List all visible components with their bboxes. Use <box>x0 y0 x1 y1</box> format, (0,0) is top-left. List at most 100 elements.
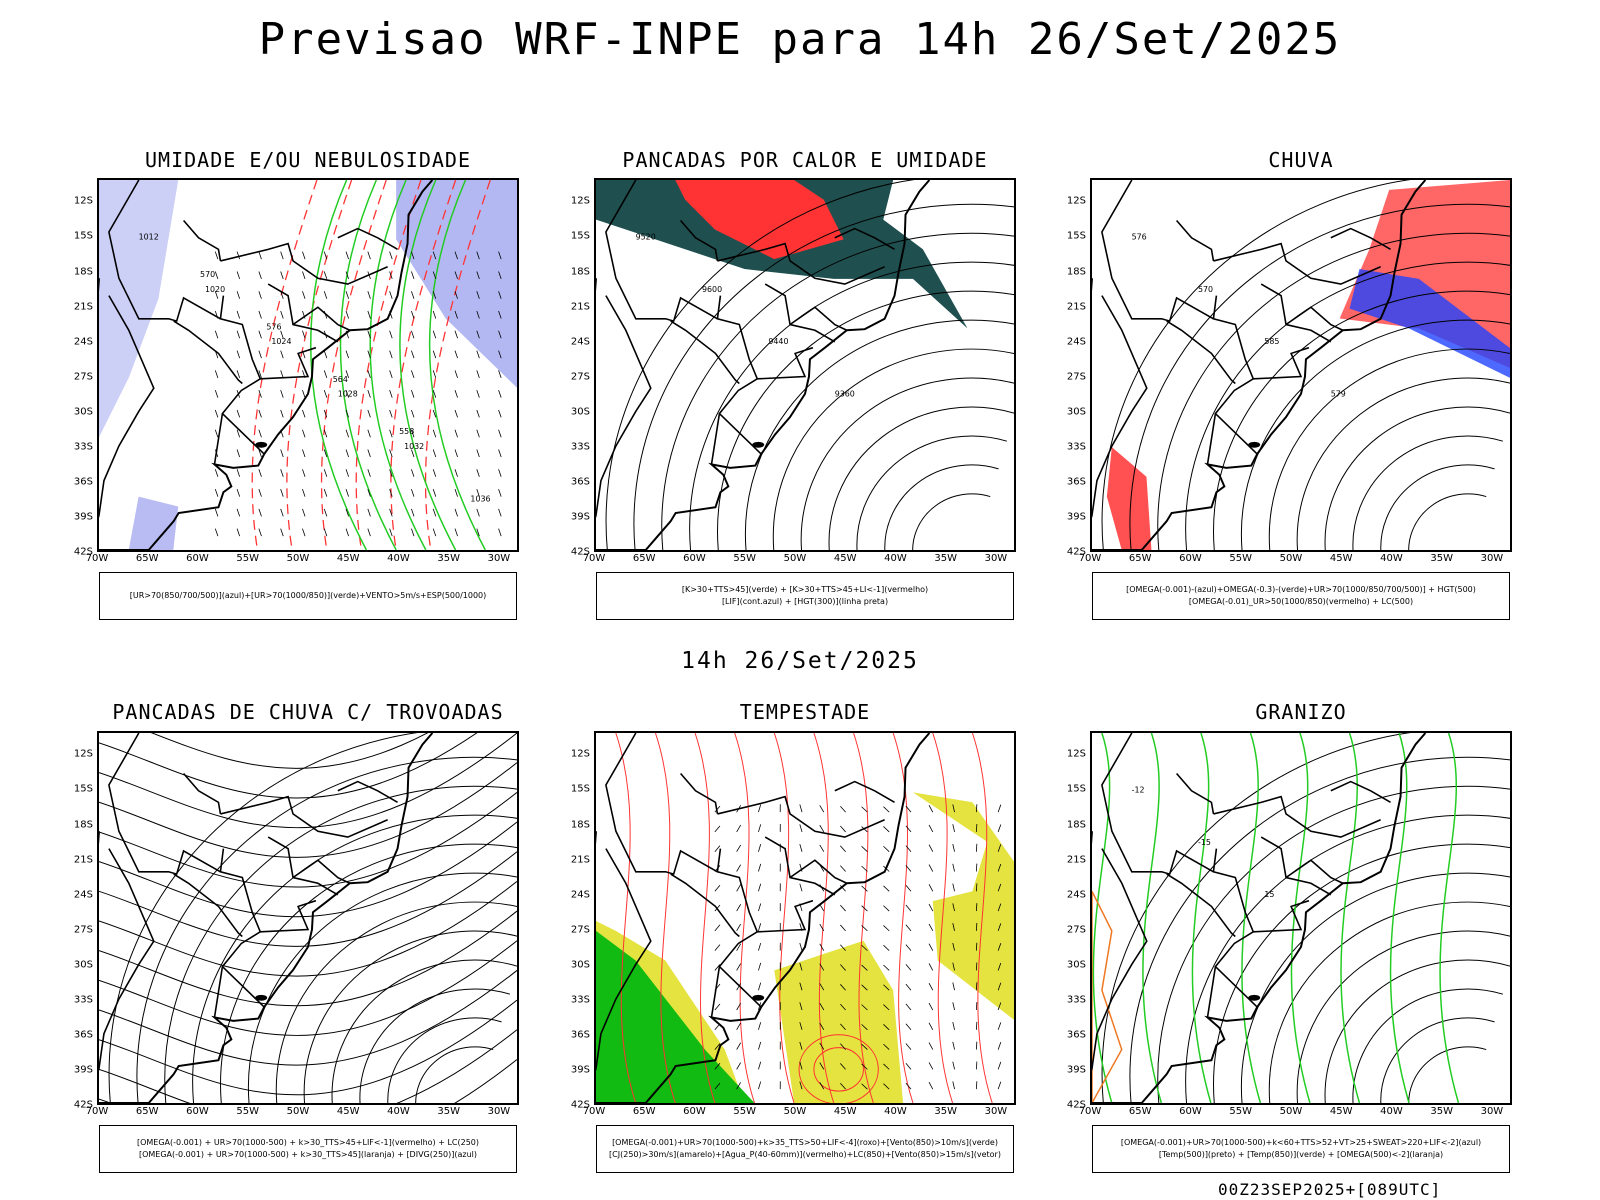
lat-tick-label: 12S <box>73 195 93 207</box>
contour-label: 579 <box>1331 390 1346 399</box>
lon-tick-label: 65W <box>632 553 656 564</box>
lat-tick-label: 39S <box>73 511 93 523</box>
lon-tick-label: 50W <box>1279 553 1303 564</box>
latitude-axis: 12S 15S 18S 21S 24S 27S 30S 33S 36S 39S 42S <box>65 731 95 1111</box>
lat-tick-label: 36S <box>73 476 93 488</box>
lat-tick-label: 33S <box>73 441 93 453</box>
lat-tick-label: 27S <box>1066 924 1086 936</box>
lon-tick-label: 55W <box>733 553 757 564</box>
map-panel-5 <box>594 731 1016 1105</box>
lon-tick-label: 55W <box>236 1106 260 1117</box>
lon-tick-label: 60W <box>683 553 706 564</box>
contour-label: 570 <box>200 270 215 279</box>
lon-tick-label: 30W <box>984 1106 1008 1117</box>
lat-tick-label: 24S <box>570 336 590 348</box>
legend-line: [OMEGA(-0.001)+UR>70(1000-500)+k<60+TTS>… <box>1120 1138 1482 1147</box>
lat-tick-label: 36S <box>1066 476 1086 488</box>
legend-line: [OMEGA(-0.001)-(azul)+OMEGA(-0.3)-(verde… <box>1126 585 1476 594</box>
lon-tick-label: 55W <box>1229 1106 1253 1117</box>
lat-tick-label: 30S <box>1066 959 1086 971</box>
contour-label: 576 <box>1132 232 1147 241</box>
lon-tick-label: 70W <box>1078 553 1102 564</box>
lat-tick-label: 30S <box>73 406 93 418</box>
lon-tick-label: 30W <box>487 553 511 564</box>
lon-tick-label: 45W <box>336 553 360 564</box>
lon-tick-label: 40W <box>1380 553 1403 564</box>
lon-tick-label: 40W <box>884 1106 907 1117</box>
lat-tick-label: 15S <box>570 783 590 795</box>
lon-tick-label: 30W <box>984 553 1008 564</box>
lat-tick-label: 27S <box>570 371 590 383</box>
lon-tick-label: 55W <box>1229 553 1253 564</box>
legend-line: [OMEGA(-0.01)_UR>50(1000/850)(vermelho) … <box>1188 597 1414 606</box>
lon-tick-label: 40W <box>387 553 410 564</box>
lat-tick-label: 39S <box>1066 511 1086 523</box>
lat-tick-label: 39S <box>1066 1064 1086 1076</box>
lon-tick-label: 50W <box>286 1106 310 1117</box>
lat-tick-label: 24S <box>73 336 93 348</box>
run-info: 00Z23SEP2025+[089UTC] <box>1218 1180 1442 1199</box>
lat-tick-label: 12S <box>1066 748 1086 760</box>
lat-tick-label: 27S <box>73 924 93 936</box>
lat-tick-label: 24S <box>570 889 590 901</box>
map-panel-2: 9520 9600 9440 9360 <box>594 178 1016 552</box>
panel-legend: [OMEGA(-0.001)-(azul)+OMEGA(-0.3)-(verde… <box>1092 572 1510 620</box>
contour-label: 1036 <box>470 495 490 504</box>
lon-tick-label: 60W <box>1179 553 1202 564</box>
lon-tick-label: 35W <box>437 553 460 564</box>
lat-tick-label: 30S <box>570 959 590 971</box>
lat-tick-label: 33S <box>1066 994 1086 1006</box>
lon-tick-label: 70W <box>85 553 109 564</box>
map-panel-4 <box>97 731 519 1105</box>
legend-line: [LIF](cont.azul) + [HGT(300)](linha pret… <box>721 597 889 606</box>
legend-line: [K>30+TTS>45](verde) + [K>30+TTS>45+LI<-… <box>681 585 929 594</box>
legend-line: [OMEGA(-0.001) + UR>70(1000-500) + k>30_… <box>138 1150 478 1159</box>
contour-label: 9600 <box>702 285 722 294</box>
lat-tick-label: 18S <box>1066 266 1086 277</box>
lat-tick-label: 39S <box>570 1064 590 1076</box>
lat-tick-label: 36S <box>73 1029 93 1041</box>
lon-tick-label: 35W <box>437 1106 460 1117</box>
lat-tick-label: 42S <box>1066 1099 1086 1111</box>
lat-tick-label: 42S <box>570 1099 590 1111</box>
latitude-axis: 12S 15S 18S 21S 24S 27S 30S 33S 36S 39S 42S <box>562 178 592 558</box>
lon-tick-label: 65W <box>1128 553 1152 564</box>
contour-label: 1024 <box>271 337 291 346</box>
lat-tick-label: 24S <box>1066 889 1086 901</box>
lat-tick-label: 18S <box>570 266 590 277</box>
panel-legend: [K>30+TTS>45](verde) + [K>30+TTS>45+LI<-… <box>596 572 1014 620</box>
lat-tick-label: 18S <box>73 819 93 830</box>
lon-tick-label: 70W <box>1078 1106 1102 1117</box>
legend-line: [CJ(250)>30m/s](amarelo)+[Agua_P(40-60mm… <box>609 1150 1001 1159</box>
lat-tick-label: 12S <box>570 748 590 760</box>
legend-line: [UR>70(850/700/500)](azul)+[UR>70(1000/8… <box>129 591 487 600</box>
lon-tick-label: 45W <box>1329 553 1353 564</box>
lat-tick-label: 33S <box>570 441 590 453</box>
lon-tick-label: 50W <box>286 553 310 564</box>
lon-tick-label: 65W <box>135 553 159 564</box>
lat-tick-label: 24S <box>73 889 93 901</box>
lon-tick-label: 35W <box>934 553 957 564</box>
contour-label: -12 <box>1132 785 1145 794</box>
lat-tick-label: 15S <box>1066 783 1086 795</box>
contour-label: 9440 <box>768 337 788 346</box>
lon-tick-label: 35W <box>1430 553 1453 564</box>
contour-label: 9360 <box>835 390 855 399</box>
longitude-axis: 70W 65W 60W 55W 50W 45W 40W 35W 30W <box>86 553 519 567</box>
map-panel-1: 1012 1020 1024 1028 1032 1036 570 576 564 558 <box>97 178 519 552</box>
lat-tick-label: 39S <box>73 1064 93 1076</box>
lat-tick-label: 30S <box>1066 406 1086 418</box>
contour-label: 15 <box>1264 890 1274 899</box>
panel-title: GRANIZO <box>1255 700 1347 724</box>
lat-tick-label: 42S <box>73 546 93 558</box>
lon-tick-label: 70W <box>582 553 606 564</box>
panel-legend: [OMEGA(-0.001)+UR>70(1000-500)+k<60+TTS>… <box>1092 1125 1510 1173</box>
lat-tick-label: 27S <box>1066 371 1086 383</box>
lon-tick-label: 35W <box>934 1106 957 1117</box>
contour-label: 1012 <box>139 232 159 241</box>
lon-tick-label: 65W <box>135 1106 159 1117</box>
contour-label: 558 <box>399 427 414 436</box>
latitude-axis: 12S 15S 18S 21S 24S 27S 30S 33S 36S 39S 42S <box>1058 178 1088 558</box>
legend-line: [OMEGA(-0.001) + UR>70(1000-500) + k>30_… <box>136 1138 480 1147</box>
lat-tick-label: 36S <box>570 476 590 488</box>
